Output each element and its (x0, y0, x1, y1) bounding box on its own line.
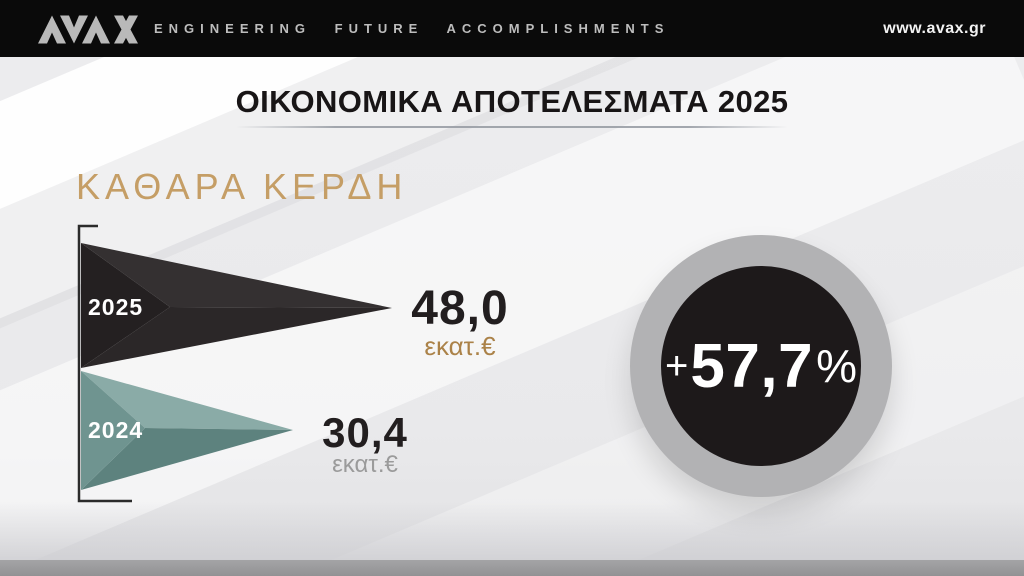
change-plus-sign: + (665, 343, 689, 388)
bar-arrow-2025 (81, 243, 392, 368)
bottom-strip (0, 560, 1024, 576)
bar-2025-left-face (81, 243, 170, 368)
website-link[interactable]: www.avax.gr (883, 19, 986, 37)
floor-shadow (0, 502, 1024, 560)
change-badge: +57,7% (661, 266, 861, 466)
title-underline (236, 126, 788, 128)
header-bar: ENGINEERING FUTURE ACCOMPLISHMENTS www.a… (0, 0, 1024, 57)
bar-2025-bottom-face (81, 307, 392, 368)
bar-2025-top-face (81, 243, 392, 308)
bar-unit-2025: εκατ.€ (424, 331, 496, 361)
header-tagline: ENGINEERING FUTURE ACCOMPLISHMENTS (154, 21, 670, 36)
change-value: 57,7 (690, 331, 814, 401)
section-heading: ΚΑΘΑΡΑ ΚΕΡΔΗ (76, 166, 408, 207)
axis-bracket (77, 224, 132, 503)
bar-category-label: 2024 (88, 417, 144, 443)
percent-sign: % (816, 340, 857, 392)
bar-2024-top-face (81, 371, 293, 430)
bar-arrow-2024 (81, 371, 293, 490)
bar-2024-bottom-face (81, 428, 293, 490)
bar-unit-2024: εκατ.€ (332, 451, 398, 478)
bar-category-label: 2025 (88, 294, 144, 320)
avax-logo-icon (38, 15, 138, 43)
change-badge-ring: +57,7% (630, 235, 892, 497)
bar-2024-left-face (81, 371, 145, 490)
bar-value-2025: 48,0 (411, 282, 509, 335)
bar-value-2024: 30,4 (322, 409, 408, 456)
page-title: ΟΙΚΟΝΟΜΙΚΑ ΑΠΟΤΕΛΕΣΜΑΤΑ 2025 (235, 84, 789, 119)
